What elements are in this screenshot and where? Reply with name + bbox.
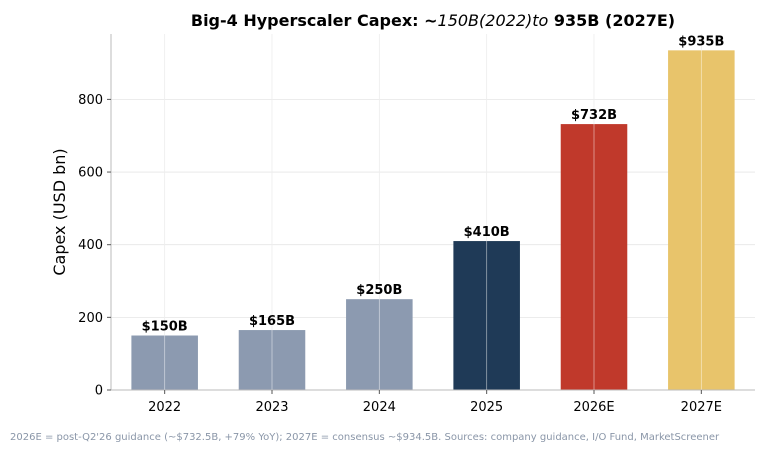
chart-title-prefix: Big-4 Hyperscaler Capex: ~ (191, 11, 438, 30)
x-tick-label-2026E: 2026E (573, 400, 614, 415)
data-label-2023: $165B (249, 314, 295, 329)
y-axis-label: Capex (USD bn) (50, 148, 69, 275)
y-tick-label-400: 400 (78, 238, 103, 253)
x-tick-label-2025: 2025 (470, 400, 503, 415)
bars (131, 50, 735, 391)
x-tick-label-2022: 2022 (148, 400, 181, 415)
chart-title-math: 150B(2022)to (438, 11, 549, 30)
data-label-2025: $410B (464, 225, 510, 240)
chart-title: Big-4 Hyperscaler Capex: ~150B(2022)to 9… (191, 11, 675, 30)
x-tick-label-2023: 2023 (255, 400, 288, 415)
y-tick-label-200: 200 (78, 311, 103, 326)
chart-title-suffix: 935B (2027E) (548, 11, 675, 30)
x-tick-label-2027E: 2027E (681, 400, 722, 415)
vertical-grid-lines (164, 34, 702, 390)
data-labels: $150B $165B $250B $410B $732B $935B (142, 34, 725, 334)
data-label-2022: $150B (142, 320, 188, 335)
data-label-2027E: $935B (678, 34, 724, 49)
x-tick-label-2024: 2024 (363, 400, 396, 415)
y-tick-label-800: 800 (78, 93, 103, 108)
axes: 0 200 400 600 800 2022 2023 2024 2025 2026E 2027E (78, 34, 755, 415)
data-label-2024: $250B (356, 283, 402, 298)
footnote: 2026E = post-Q2'26 guidance (~$732.5B, +… (10, 432, 720, 443)
y-tick-label-600: 600 (78, 166, 103, 181)
y-tick-label-0: 0 (95, 384, 103, 399)
grid-lines (111, 98, 755, 318)
data-label-2026E: $732B (571, 108, 617, 123)
